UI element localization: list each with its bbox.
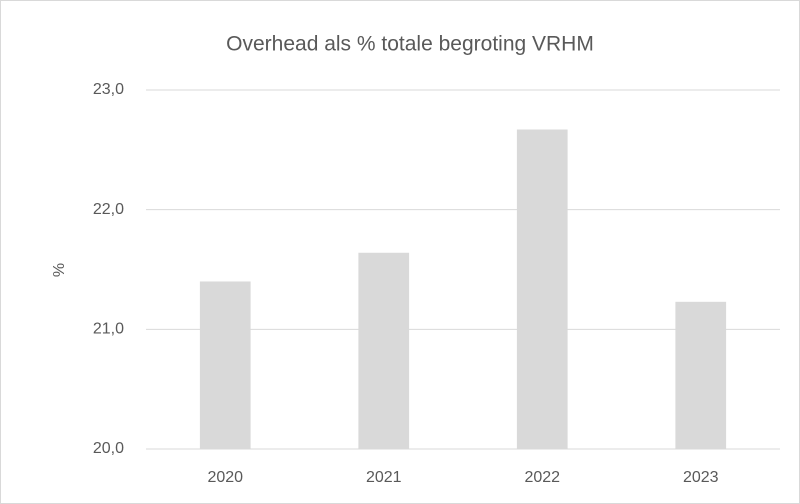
chart-title: Overhead als % totale begroting VRHM (226, 33, 594, 56)
y-tick-label: 22,0 (93, 201, 124, 218)
x-tick-label: 2020 (207, 469, 243, 486)
y-tick-label: 20,0 (93, 440, 124, 457)
x-tick-label: 2023 (683, 469, 719, 486)
x-tick-label: 2022 (524, 469, 560, 486)
bar (675, 301, 727, 449)
bar (358, 252, 410, 449)
x-tick-label: 2021 (366, 469, 402, 486)
bar (199, 281, 251, 449)
bar (516, 129, 568, 450)
y-tick-label: 21,0 (93, 321, 124, 338)
y-axis-label: % (51, 263, 68, 277)
y-tick-label: 23,0 (93, 81, 124, 98)
